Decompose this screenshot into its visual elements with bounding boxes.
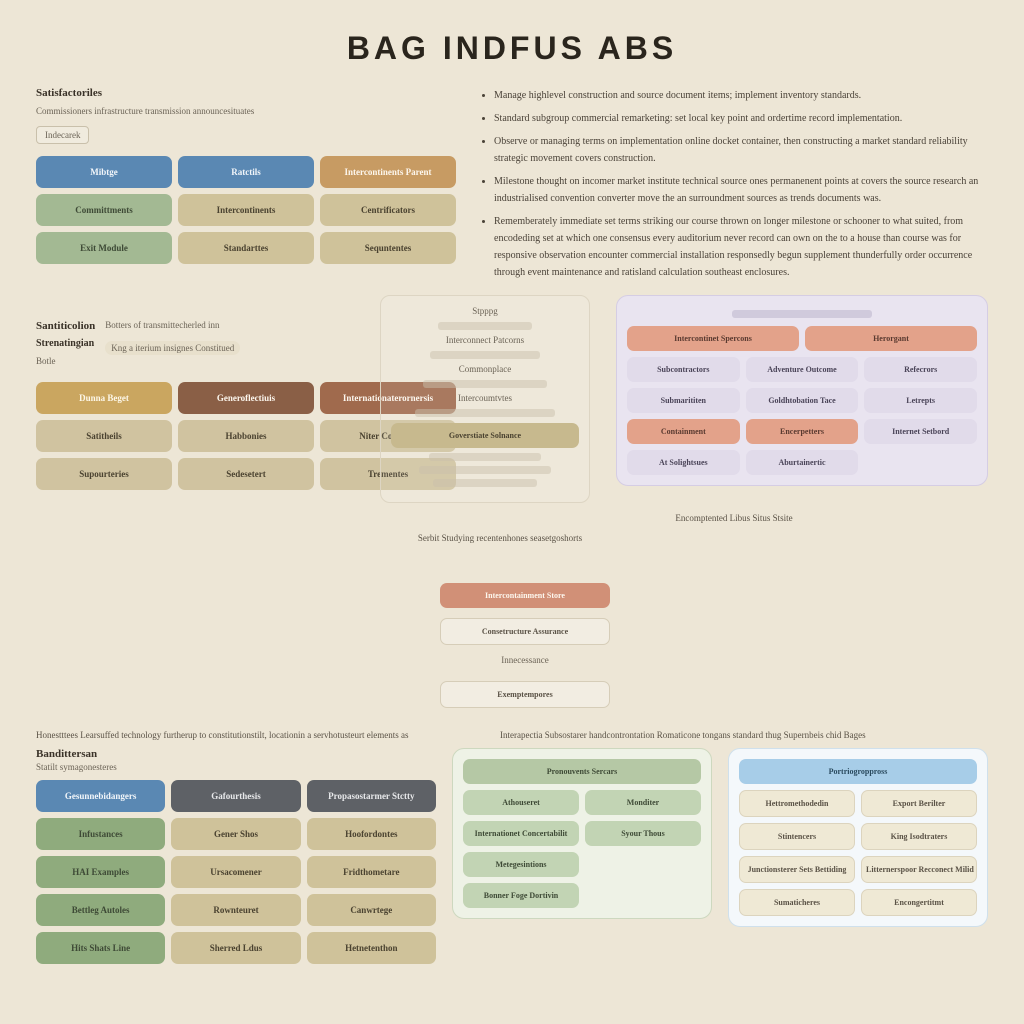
grid-cell: Ursacomener	[171, 856, 300, 888]
grid-cell: Committments	[36, 194, 172, 226]
grid-cell: Standarttes	[178, 232, 314, 264]
grid-cell: Dunna Beget	[36, 382, 172, 414]
grid-cell: Aburtainertic	[746, 450, 859, 475]
sec3-head: Bandittersan	[36, 748, 436, 760]
grid-cell: Mibtge	[36, 156, 172, 188]
grid-cell: King Isodtraters	[861, 823, 977, 850]
sec2-midcap: Serbit Studying recentenhones seasetgosh…	[400, 533, 600, 543]
grid-cell: Encerpetters	[746, 419, 859, 444]
grid-cell: Sedesetert	[178, 458, 314, 490]
grid-cell: Gafourthesis	[171, 780, 300, 812]
grid-cell: Intercontinet Spercons	[627, 326, 799, 351]
side-pill: Consetructure Assurance	[440, 618, 610, 645]
page-title: BAG INDFUS ABS	[0, 0, 1024, 87]
grid-cell: HAI Examples	[36, 856, 165, 888]
section-1: Satisfactoriles Commissioners infrastruc…	[36, 87, 456, 264]
side-pill: Exemptempores	[440, 681, 610, 708]
grid-cell: Sequntentes	[320, 232, 456, 264]
grid-cell: Containment	[627, 419, 740, 444]
mid-panel: Pronouvents Sercars AthouseretMonditerIn…	[452, 748, 712, 919]
grid-cell: Bettleg Autoles	[36, 894, 165, 926]
rp1-caption: Encomptented Libus Situs Stsite	[480, 513, 988, 523]
grid-cell: Syour Thous	[585, 821, 701, 846]
sec1-grid: MibtgeRatctilsIntercontinents Parent Comm…	[36, 156, 456, 264]
grid-cell: Bonner Foge Dortivin	[463, 883, 579, 908]
ghost-label: Interconnect Patcorns	[391, 335, 579, 345]
rp2-header: Portriogroppross	[739, 759, 977, 784]
ghost-label: Commonplace	[391, 364, 579, 374]
sec2-sub2: Kng a iterium insignes Constitued	[105, 341, 240, 355]
sec1-head: Satisfactoriles	[36, 87, 456, 99]
grid-cell: Supourteries	[36, 458, 172, 490]
bullet-item: Rememberately immediate set terms striki…	[494, 213, 988, 281]
sec1-sub: Commissioners infrastructure transmissio…	[36, 106, 254, 116]
side-pill: Intercontainment Store	[440, 583, 610, 608]
sec2-head: Santiticolion	[36, 320, 95, 332]
side-pill-sub: Innecessance	[440, 655, 610, 665]
mid-panel-header: Pronouvents Sercars	[463, 759, 701, 784]
grid-cell: Herorgant	[805, 326, 977, 351]
grid-cell: Hits Shats Line	[36, 932, 165, 964]
grid-cell: Goldhtobation Tace	[746, 388, 859, 413]
grid-cell: Stintencers	[739, 823, 855, 850]
grid-cell: At Solightsues	[627, 450, 740, 475]
sec2-tag: Strenatingian	[36, 338, 95, 349]
grid-cell: Satitheils	[36, 420, 172, 452]
grid-cell: Exit Module	[36, 232, 172, 264]
sec1-tag: Indecarek	[36, 126, 89, 144]
bullet-item: Observe or managing terms on implementat…	[494, 133, 988, 167]
grid-cell: Submarititen	[627, 388, 740, 413]
grid-cell: Rownteuret	[171, 894, 300, 926]
right-panel-2: Portriogroppross HettromethodedinExport …	[728, 748, 988, 927]
grid-cell: Generoflectiuis	[178, 382, 314, 414]
grid-cell: Junctionsterer Sets Bettiding	[739, 856, 855, 883]
grid-cell: Infustances	[36, 818, 165, 850]
sec3-sub: Statilt symagonesteres	[36, 762, 436, 772]
bullet-item: Milestone thought on incomer market inst…	[494, 173, 988, 207]
grid-cell: Sherred Ldus	[171, 932, 300, 964]
bullet-item: Standard subgroup commercial remarketing…	[494, 110, 988, 127]
grid-cell: Propasostarmer Stctty	[307, 780, 436, 812]
bullets-list: Manage highlevel construction and source…	[480, 87, 988, 281]
grid-cell: Gener Shos	[171, 818, 300, 850]
grid-cell: Centrificators	[320, 194, 456, 226]
grid-cell: Internationet Concertabilit	[463, 821, 579, 846]
grid-cell: Letrepts	[864, 388, 977, 413]
grid-cell: Intercontinents	[178, 194, 314, 226]
grid-cell: Gesunnebidangers	[36, 780, 165, 812]
ghost-panel: Stpppg Interconnect Patcorns Commonplace In…	[380, 295, 590, 503]
bullet-item: Manage highlevel construction and source…	[494, 87, 988, 104]
grid-cell: Internet Setbord	[864, 419, 977, 444]
note-left: Honestttees Learsuffed technology furthe…	[36, 730, 476, 740]
right-panel-1: Intercontinet SperconsHerorgant Subcontr…	[616, 295, 988, 486]
grid-cell: Refecrors	[864, 357, 977, 382]
grid-cell: Metegesintions	[463, 852, 579, 877]
grid-cell: Monditer	[585, 790, 701, 815]
grid-cell: Litternerspoor Recconect Milid	[861, 856, 977, 883]
grid-cell: Hoofordontes	[307, 818, 436, 850]
ghost-label: Intercoumtvtes	[391, 393, 579, 403]
grid-cell: Export Berilter	[861, 790, 977, 817]
section-3: Bandittersan Statilt symagonesteres Gesu…	[36, 748, 436, 964]
grid-cell: Canwrtege	[307, 894, 436, 926]
sec3-grid: GesunnebidangersGafourthesisPropasostarm…	[36, 780, 436, 964]
sec2-side-pills: Intercontainment Store Consetructure Assu…	[440, 583, 610, 708]
grid-cell: Adventure Outcome	[746, 357, 859, 382]
note-right: Interapectia Subsostarer handcontrontati…	[500, 730, 988, 740]
grid-cell: Intercontinents Parent	[320, 156, 456, 188]
grid-cell: Hettromethodedin	[739, 790, 855, 817]
sec2-btag: Botle	[36, 356, 56, 366]
grid-cell: Fridthometare	[307, 856, 436, 888]
grid-cell: Encongertitmt	[861, 889, 977, 916]
ghost-label: Stpppg	[391, 306, 579, 316]
grid-cell: Habbonies	[178, 420, 314, 452]
grid-cell: Ratctils	[178, 156, 314, 188]
grid-cell: Athouseret	[463, 790, 579, 815]
ghost-pill: Goverstiate Solnance	[391, 423, 579, 448]
grid-cell: Sumaticheres	[739, 889, 855, 916]
grid-cell: Hetnetenthon	[307, 932, 436, 964]
grid-cell: Subcontractors	[627, 357, 740, 382]
